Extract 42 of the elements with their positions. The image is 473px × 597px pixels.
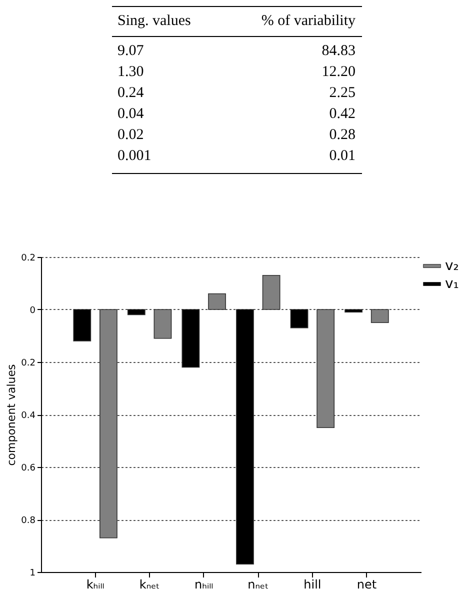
bar — [236, 309, 254, 565]
y-axis-title: component values — [5, 364, 18, 466]
bar — [370, 309, 389, 324]
bar — [182, 309, 200, 368]
bar — [290, 309, 308, 328]
text: 0.28 — [328, 126, 356, 145]
x-tick-label: net — [356, 578, 377, 592]
y-tick-label: 0.2 — [21, 358, 36, 368]
text: 0.001 — [116, 147, 152, 166]
y-tick-label: 1 — [30, 568, 36, 578]
legend-label: v₂ — [445, 258, 459, 274]
bar — [73, 309, 92, 342]
text: 84.83 — [320, 42, 356, 61]
bar — [99, 309, 118, 538]
y-tick-label: 0.6 — [21, 464, 36, 474]
text: 9.07 — [116, 42, 145, 61]
text: 2.25 — [328, 84, 356, 103]
text: % of variability — [222, 6, 362, 36]
text: 0.02 — [116, 126, 145, 145]
y-tick-label: 0 — [30, 306, 36, 316]
y-tick-label: 0.4 — [21, 411, 36, 421]
bar — [316, 309, 335, 428]
bar — [262, 274, 280, 310]
y-tick-label: 0.8 — [21, 516, 36, 526]
bar — [344, 309, 363, 313]
legend-label: v₁ — [445, 276, 459, 292]
text: 1.30 — [116, 63, 145, 82]
text: 0.42 — [328, 105, 356, 124]
bar — [127, 309, 146, 316]
text: 12.20 — [320, 63, 356, 82]
x-tick-label: kₙₑₜ — [139, 578, 160, 592]
text: 0.01 — [328, 147, 356, 166]
y-tick-label: 0.2 — [21, 254, 36, 264]
bar — [208, 293, 226, 310]
x-tick-label: hill — [304, 578, 322, 592]
text: 0.24 — [116, 84, 145, 103]
x-tick-label: kₕᵢₗₗ — [86, 578, 104, 592]
bar — [154, 309, 172, 339]
text: Sing. values — [112, 6, 223, 36]
text: 0.04 — [116, 105, 145, 124]
x-tick-label: nₙₑₜ — [248, 578, 269, 592]
x-tick-label: nₕᵢₗₗ — [194, 578, 214, 592]
